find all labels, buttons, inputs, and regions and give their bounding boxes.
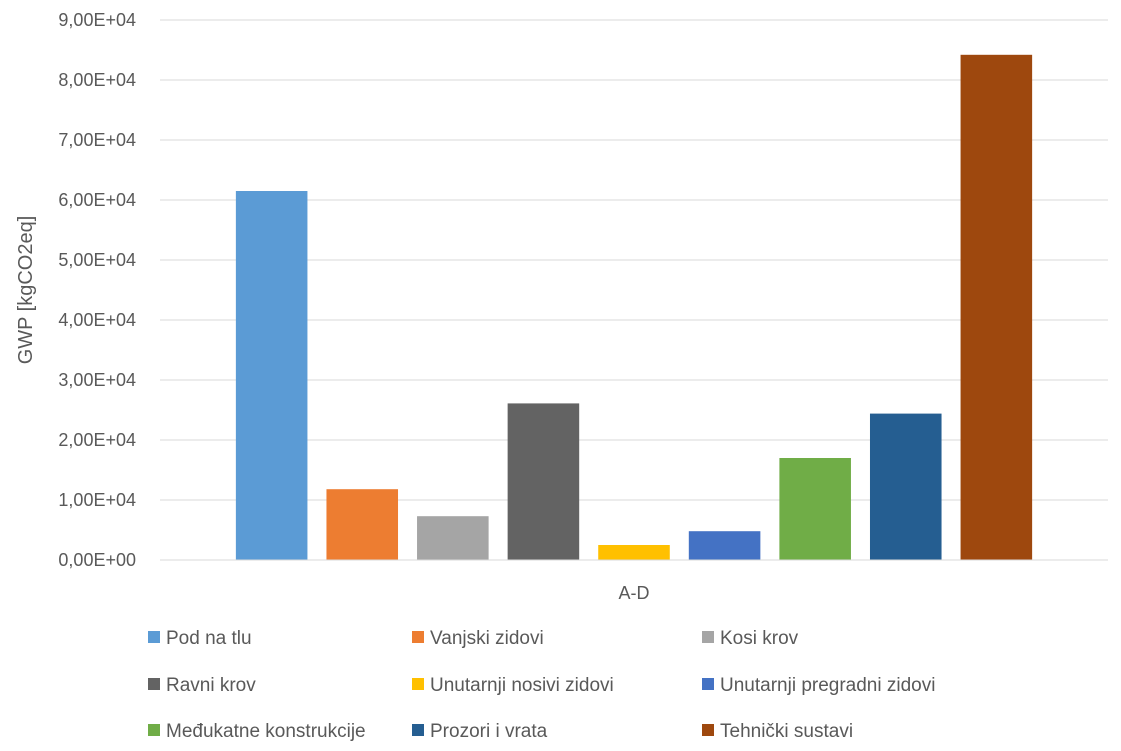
legend-swatch [148,678,160,690]
bar-unutarnji-nosivi-zidovi [598,545,670,560]
bar-kosi-krov [417,516,489,560]
y-axis-label: GWP [kgCO2eq] [15,216,37,365]
legend-swatch [412,631,424,643]
legend-label: Tehnički sustavi [720,721,853,742]
y-tick-label: 1,00E+04 [58,490,136,510]
legend-swatch [702,631,714,643]
y-tick-label: 8,00E+04 [58,70,136,90]
legend-label: Unutarnji nosivi zidovi [430,675,614,696]
gridlines [160,19,1108,501]
legend-item: Vanjski zidovi [412,628,544,649]
legend-swatch [702,678,714,690]
bar-pod-na-tlu [235,191,308,560]
legend: Pod na tlu Vanjski zidovi Kosi krov Ravni k… [148,628,935,742]
y-tick-label: 7,00E+04 [58,130,136,150]
legend-swatch [148,631,160,643]
bar-ravni-krov [507,403,580,560]
y-tick-label: 5,00E+04 [58,250,136,270]
legend-swatch [412,678,424,690]
legend-label: Pod na tlu [166,628,252,649]
legend-swatch [148,724,160,736]
y-tick-label: 6,00E+04 [58,190,136,210]
y-tick-label: 4,00E+04 [58,310,136,330]
legend-item: Unutarnji pregradni zidovi [702,675,935,696]
bar-unutarnji-pregradni-zidovi [688,531,761,560]
legend-label: Unutarnji pregradni zidovi [720,675,935,696]
bar-prozori-i-vrata [869,413,942,560]
bars [235,54,1033,561]
legend-item: Ravni krov [148,675,256,696]
legend-label: Međukatne konstrukcije [166,721,366,742]
legend-label: Ravni krov [166,675,256,696]
y-tick-label: 0,00E+00 [58,550,136,570]
legend-item: Unutarnji nosivi zidovi [412,675,614,696]
legend-item: Međukatne konstrukcije [148,721,366,742]
legend-item: Tehnički sustavi [702,721,853,742]
legend-swatch [702,724,714,736]
bar-me-ukatne-konstrukcije [779,458,851,560]
y-axis-ticks: 0,00E+00 1,00E+04 2,00E+04 3,00E+04 4,00E+04… [58,10,136,570]
y-tick-label: 2,00E+04 [58,430,136,450]
bar-vanjski-zidovi [326,489,399,560]
x-axis-label: A-D [619,583,650,603]
legend-label: Kosi krov [720,628,799,649]
legend-swatch [412,724,424,736]
legend-item: Prozori i vrata [412,721,548,742]
legend-item: Pod na tlu [148,628,252,649]
legend-label: Vanjski zidovi [430,628,544,649]
legend-label: Prozori i vrata [430,721,548,742]
bar-tehni-ki-sustavi [960,54,1033,561]
legend-item: Kosi krov [702,628,799,649]
y-tick-label: 9,00E+04 [58,10,136,30]
y-tick-label: 3,00E+04 [58,370,136,390]
